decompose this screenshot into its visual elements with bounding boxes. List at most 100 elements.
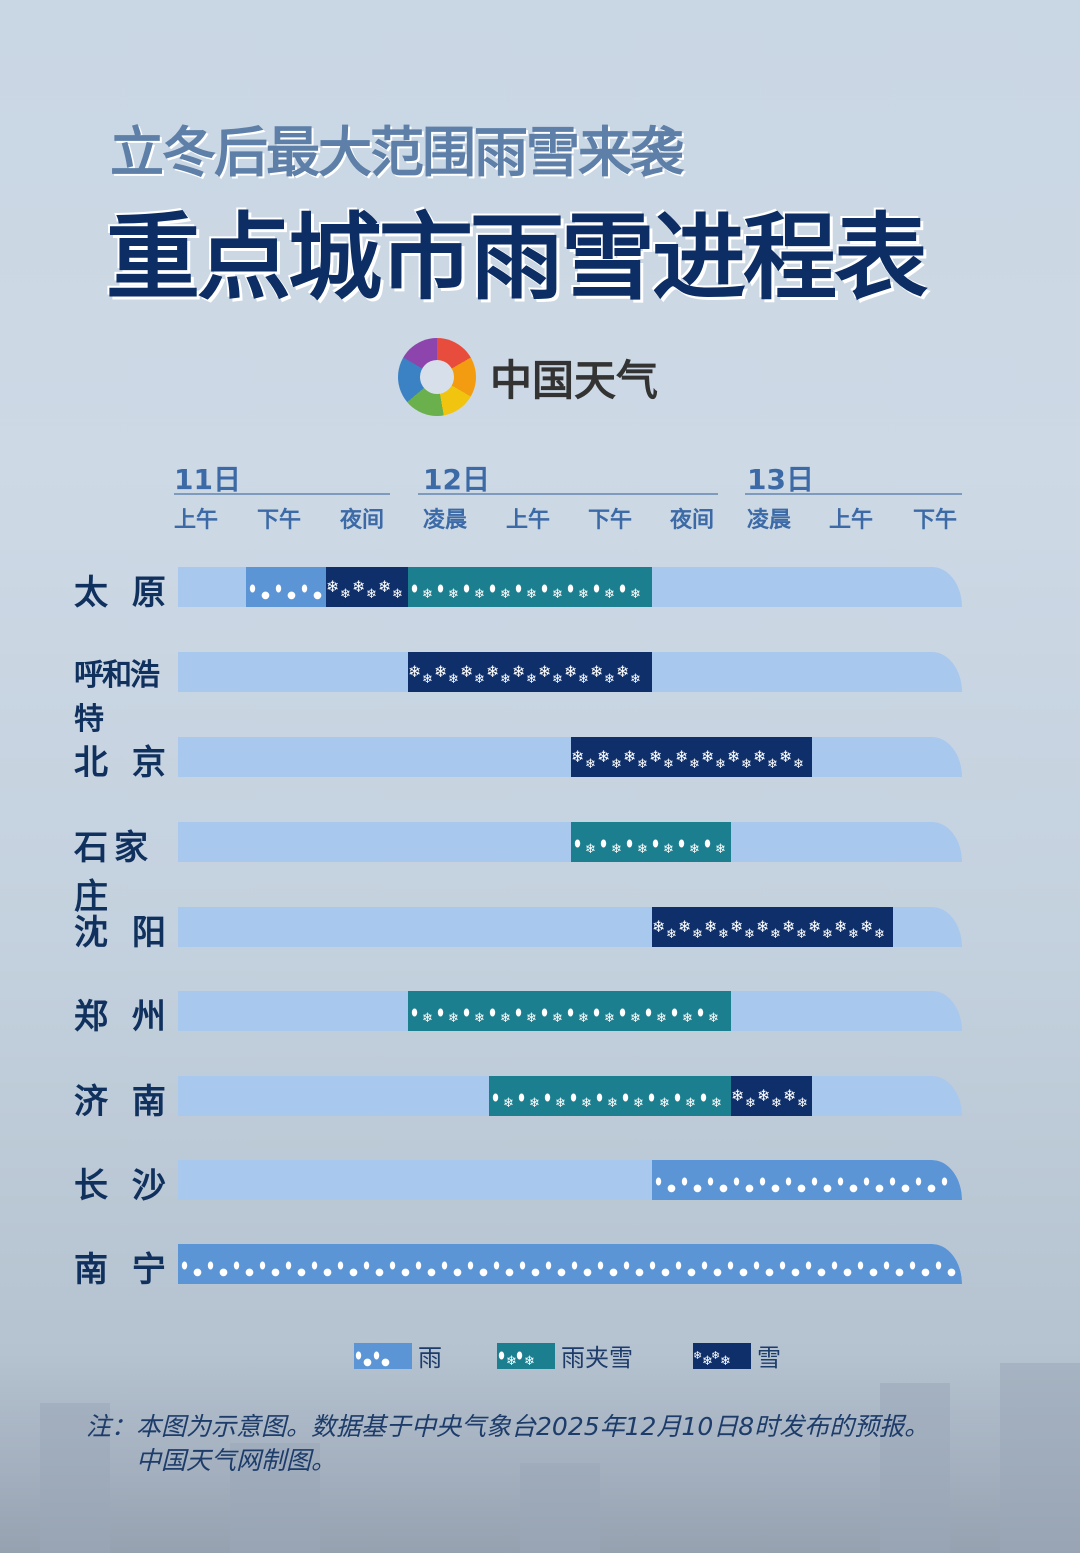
raindrop-icon: ⬮: [544, 1093, 551, 1104]
snowflake-icon: ❄: [529, 1096, 540, 1111]
raindrop-icon: ⬮: [678, 839, 685, 850]
snowflake-icon: ❄: [730, 917, 744, 936]
snowflake-icon: ❄: [637, 842, 648, 857]
raindrop-icon: ⬮: [285, 1261, 292, 1272]
day-divider: [418, 493, 718, 495]
snowflake-icon: ❄: [633, 1096, 644, 1111]
snowflake-icon: ❄: [552, 1011, 563, 1026]
snowflake-icon: ❄: [392, 587, 403, 602]
snowflake-icon: ❄: [685, 1096, 696, 1111]
slot-label: 下午: [913, 508, 958, 533]
slot-label: 凌晨: [423, 508, 468, 533]
raindrop-icon: ⬮: [619, 584, 626, 595]
legend-item: ⬮●⬮● 雨: [354, 1338, 442, 1373]
raindrop-icon: ●: [667, 1183, 676, 1194]
raindrop-icon: ⬮: [463, 584, 470, 595]
city-label: 太 原: [74, 573, 172, 613]
snowflake-icon: ❄: [500, 587, 511, 602]
raindrop-icon: ⬮: [759, 1177, 766, 1188]
raindrop-icon: ⬮: [675, 1261, 682, 1272]
snowflake-icon: ❄: [711, 1348, 721, 1362]
timeline-bar: ⬮ ❄ ⬮ ❄ ⬮ ❄ ⬮ ❄ ⬮ ❄ ⬮ ❄: [178, 822, 962, 862]
snowflake-icon: ❄: [326, 577, 340, 596]
raindrop-icon: ⬮: [600, 839, 607, 850]
city-label: 济 南: [74, 1082, 172, 1122]
raindrop-icon: ●: [713, 1267, 722, 1278]
raindrop-icon: ⬮: [437, 584, 444, 595]
raindrop-icon: ⬮: [498, 1350, 505, 1362]
snowflake-icon: ❄: [597, 747, 611, 766]
snowflake-icon: ❄: [611, 757, 622, 772]
raindrop-icon: ⬮: [597, 1261, 604, 1272]
raindrop-icon: ●: [817, 1267, 826, 1278]
snowflake-icon: ❄: [693, 1348, 703, 1362]
raindrop-icon: ⬮: [181, 1261, 188, 1272]
raindrop-icon: ●: [849, 1183, 858, 1194]
raindrop-icon: ⬮: [574, 839, 581, 850]
raindrop-icon: ●: [719, 1183, 728, 1194]
snow-swatch: ❄❄❄❄: [693, 1342, 751, 1369]
snowflake-icon: ❄: [352, 577, 366, 596]
rain-segment: ⬮ ● ⬮ ● ⬮ ● ⬮ ● ⬮ ● ⬮ ● ⬮ ● ⬮ ● ⬮ ● ⬮ ● ⬮ ● ⬮: [652, 1160, 962, 1200]
raindrop-icon: ●: [297, 1267, 306, 1278]
day-label: 13日: [747, 463, 814, 496]
raindrop-icon: ⬮: [207, 1261, 214, 1272]
raindrop-icon: ⬮: [489, 584, 496, 595]
snowflake-icon: ❄: [708, 1011, 719, 1026]
raindrop-icon: ⬮: [622, 1093, 629, 1104]
snowflake-icon: ❄: [555, 1096, 566, 1111]
snowflake-icon: ❄: [460, 662, 474, 681]
raindrop-icon: ⬮: [467, 1261, 474, 1272]
raindrop-icon: ●: [901, 1183, 910, 1194]
snowflake-icon: ❄: [860, 917, 874, 936]
snowflake-icon: ❄: [744, 927, 755, 942]
snowflake-icon: ❄: [656, 1011, 667, 1026]
raindrop-icon: ●: [479, 1267, 488, 1278]
snow-segment: ❄❄❄❄❄❄: [326, 567, 408, 607]
raindrop-icon: ⬮: [707, 1177, 714, 1188]
raindrop-icon: ⬮: [863, 1177, 870, 1188]
raindrop-icon: ●: [401, 1267, 410, 1278]
snowflake-icon: ❄: [715, 757, 726, 772]
snowflake-icon: ❄: [616, 662, 630, 681]
raindrop-icon: ●: [693, 1183, 702, 1194]
snowflake-icon: ❄: [770, 927, 781, 942]
raindrop-icon: ●: [363, 1356, 372, 1368]
snowflake-icon: ❄: [630, 1011, 641, 1026]
raindrop-icon: ●: [287, 590, 296, 601]
snowflake-icon: ❄: [731, 1086, 745, 1105]
snowflake-icon: ❄: [727, 747, 741, 766]
snowflake-icon: ❄: [678, 917, 692, 936]
rain-swatch: ⬮●⬮●: [354, 1342, 412, 1369]
raindrop-icon: ⬮: [301, 584, 308, 595]
snowflake-icon: ❄: [590, 662, 604, 681]
raindrop-icon: ●: [313, 590, 322, 601]
raindrop-icon: ⬮: [626, 839, 633, 850]
day-label: 11日: [174, 463, 241, 496]
raindrop-icon: ⬮: [681, 1177, 688, 1188]
raindrop-icon: ●: [245, 1267, 254, 1278]
snowflake-icon: ❄: [793, 757, 804, 772]
snowflake-icon: ❄: [585, 842, 596, 857]
city-label: 沈 阳: [74, 913, 172, 953]
snowflake-icon: ❄: [682, 1011, 693, 1026]
raindrop-icon: ⬮: [779, 1261, 786, 1272]
slot-label: 上午: [829, 508, 874, 533]
raindrop-icon: ⬮: [492, 1093, 499, 1104]
city-background: [0, 1353, 1080, 1553]
snowflake-icon: ❄: [474, 672, 485, 687]
day-divider: [174, 493, 390, 495]
snowflake-icon: ❄: [512, 662, 526, 681]
raindrop-icon: ⬮: [275, 584, 282, 595]
snowflake-icon: ❄: [526, 672, 537, 687]
raindrop-icon: ⬮: [915, 1177, 922, 1188]
rain-segment: ⬮ ● ⬮ ● ⬮ ●: [246, 567, 326, 607]
raindrop-icon: ⬮: [593, 1008, 600, 1019]
legend-item: ⬮❄⬮❄ 雨夹雪: [497, 1338, 633, 1373]
snowflake-icon: ❄: [848, 927, 859, 942]
raindrop-icon: ⬮: [727, 1261, 734, 1272]
raindrop-icon: ⬮: [857, 1261, 864, 1272]
raindrop-icon: ⬮: [701, 1261, 708, 1272]
legend-label: 雪: [757, 1344, 781, 1372]
snowflake-icon: ❄: [500, 1011, 511, 1026]
